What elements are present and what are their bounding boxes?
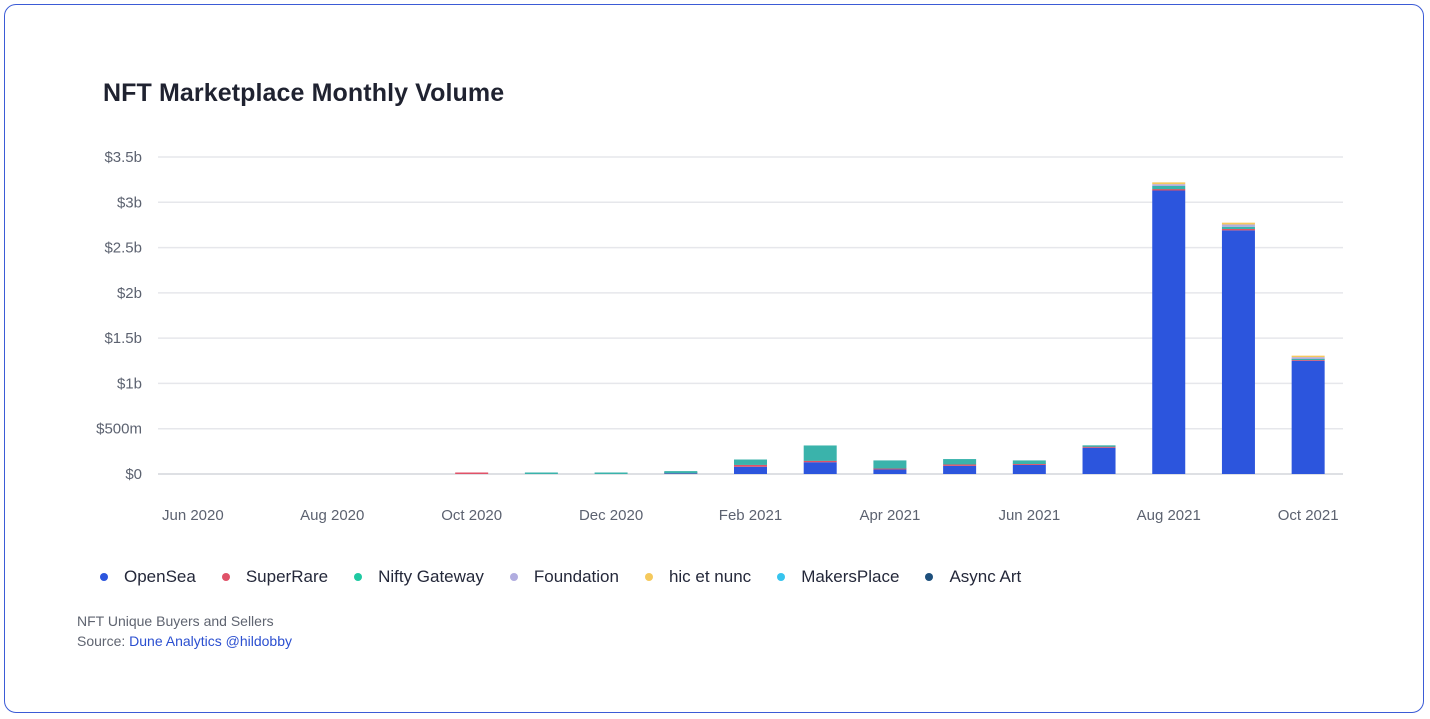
legend-item[interactable]: SuperRare [221,567,329,587]
y-tick-label: $2b [117,285,142,302]
bar-segment [873,460,907,469]
y-axis: $0 $500m $1b $1.5b $2b $2.5b $3b $3.5b [96,149,142,483]
legend-label: Nifty Gateway [378,567,484,586]
legend-dot-icon [221,573,230,581]
y-tick-label: $3.5b [104,149,142,166]
legend-label: SuperRare [245,567,329,586]
x-tick-label: Jun 2021 [998,507,1060,524]
bar-segment [734,459,767,465]
bar-segment [1291,360,1325,474]
grid [158,156,1343,475]
x-tick-label: Oct 2020 [441,507,502,524]
legend-dot-icon [100,573,108,581]
chart-title: NFT Marketplace Monthly Volume [103,79,505,107]
legend-item[interactable]: OpenSea [100,567,196,587]
x-tick-label: Apr 2021 [859,507,920,524]
legend: OpenSea SuperRare Nifty Gateway Foundation h… [100,567,1047,587]
legend-item[interactable]: Async Art [925,567,1021,587]
y-tick-label: $0 [125,466,142,483]
footnote-source: Source: Dune Analytics @hildobby [77,631,292,651]
legend-item[interactable]: Nifty Gateway [354,567,484,587]
bar-segment [1012,463,1046,465]
bar-segment [1221,226,1255,230]
y-tick-label: $500m [96,421,142,438]
bar-segment [1082,445,1116,447]
legend-label: Foundation [533,567,619,586]
bar-segment [1082,447,1116,474]
legend-dot-icon [509,573,518,581]
bar-segment [1152,184,1186,186]
legend-label: hic et nunc [668,567,752,586]
bar-segment [943,465,977,474]
bar-segment [1152,190,1186,475]
bar-segment [1012,464,1046,474]
bar-segment [873,467,907,470]
x-tick-label: Oct 2021 [1278,507,1339,524]
source-prefix: Source: [77,633,130,649]
bar-segment [524,472,558,474]
bar-segment [1291,358,1325,361]
bar-segment [943,459,977,465]
legend-item[interactable]: Foundation [509,567,619,587]
legend-item[interactable]: MakersPlace [777,567,899,587]
bar-segment [803,445,837,461]
bars [455,182,1325,475]
bar-segment [803,460,837,463]
chart-card: NFT Marketplace Monthly Volume $0 $500m $1… [4,4,1424,713]
source-link[interactable]: Dune Analytics @hildobby [129,633,292,649]
bar-segment [873,469,907,474]
y-tick-label: $1.5b [104,330,142,347]
x-tick-label: Aug 2021 [1137,507,1201,524]
x-tick-label: Dec 2020 [579,507,643,524]
y-tick-label: $3b [117,194,142,211]
legend-dot-icon [644,573,653,581]
footnote-caption: NFT Unique Buyers and Sellers [77,613,274,629]
bar-segment [1221,230,1255,474]
bar-segment [1221,222,1255,225]
bar-segment [803,462,837,474]
bar-segment [1221,224,1255,227]
chart: $0 $500m $1b $1.5b $2b $2.5b $3b $3.5b Jun 2020… [96,149,1343,524]
bar-segment [1012,460,1046,465]
bar-segment [1082,446,1116,448]
x-tick-label: Aug 2020 [300,507,364,524]
legend-dot-icon [925,573,934,581]
x-axis: Jun 2020 Aug 2020 Oct 2020 Dec 2020 Feb 2021… [162,507,1339,524]
bar-segment [664,471,698,474]
bar-segment [734,466,767,474]
footnote: NFT Unique Buyers and Sellers Source: Du… [77,611,292,651]
bar-segment [734,464,767,467]
bar-segment [943,464,977,466]
legend-dot-icon [777,573,786,581]
bar-segment [1152,185,1186,190]
bar-segment [1152,182,1186,185]
legend-dot-icon [354,573,363,581]
legend-label: Async Art [949,567,1022,586]
y-tick-label: $1b [117,375,142,392]
legend-label: OpenSea [124,567,196,586]
legend-label: MakersPlace [801,567,900,586]
x-tick-label: Feb 2021 [719,507,782,524]
y-tick-label: $2.5b [104,240,142,257]
bar-segment [1221,228,1255,231]
legend-item[interactable]: hic et nunc [644,567,752,587]
bar-segment [1291,355,1325,358]
x-tick-label: Jun 2020 [162,507,224,524]
bar-segment [594,472,628,474]
bar-segment [1291,357,1325,359]
bar-segment [1152,189,1186,191]
bar-segment [455,472,489,474]
